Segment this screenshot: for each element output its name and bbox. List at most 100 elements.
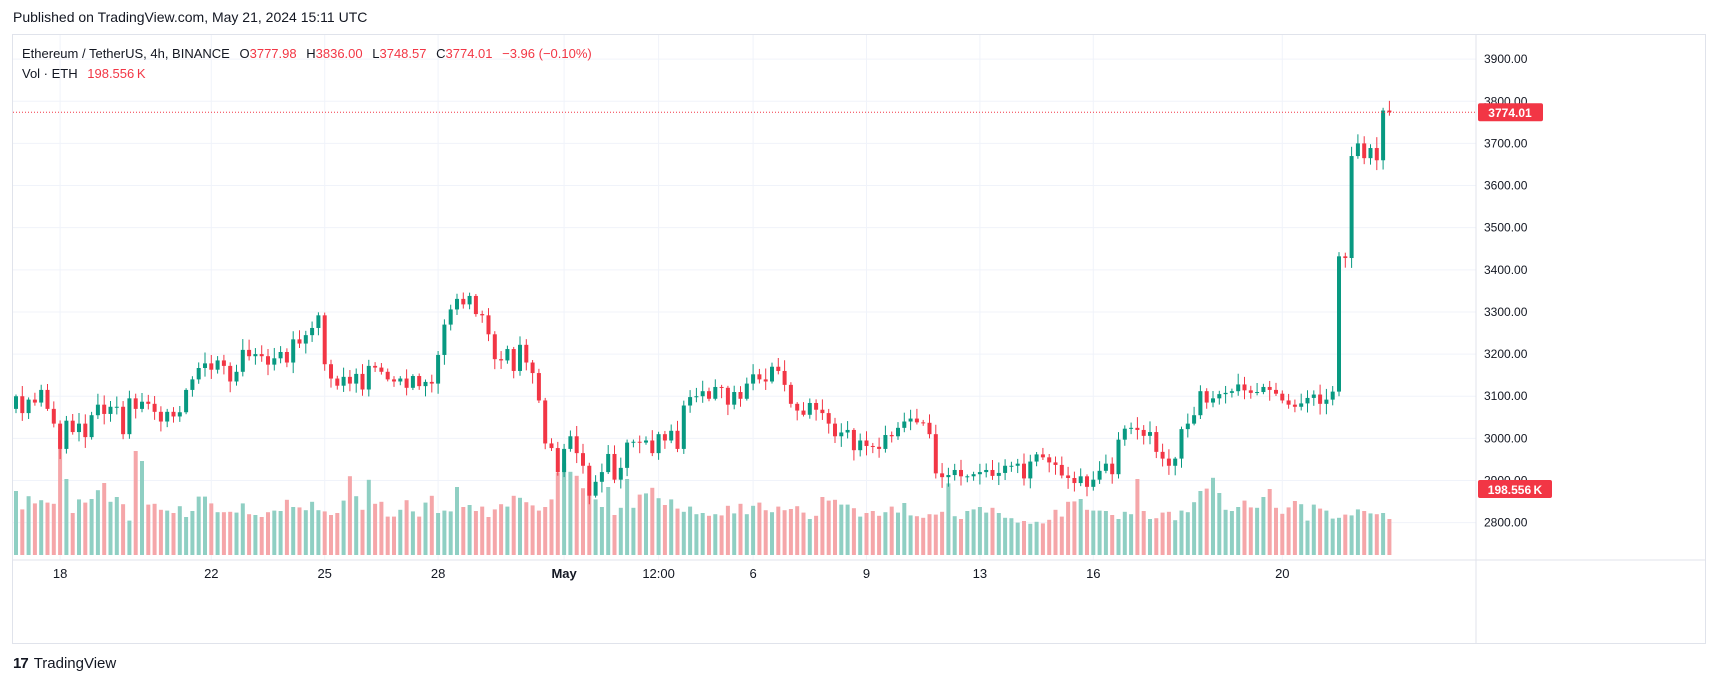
candle-body (864, 440, 869, 446)
volume-bar (990, 507, 995, 555)
candle-body (322, 315, 327, 365)
candle-body (1097, 470, 1102, 480)
volume-bar (694, 514, 699, 555)
volume-bar (410, 511, 415, 555)
volume-bar (70, 513, 75, 555)
candle-body (1166, 458, 1171, 466)
candle-body (14, 396, 18, 409)
volume-bar (1034, 521, 1039, 555)
volume-bar (1116, 519, 1121, 555)
tradingview-brand[interactable]: 17 TradingView (13, 655, 116, 672)
volume-bar (32, 503, 37, 555)
volume-bar (1337, 517, 1341, 555)
candle-body (398, 378, 403, 382)
candle-body (45, 389, 50, 409)
candle-body (341, 376, 346, 386)
candle-body (807, 402, 812, 415)
volume-bar (675, 508, 680, 555)
volume-bar (839, 504, 844, 555)
volume-bar (347, 476, 352, 555)
volume-bar (631, 507, 636, 555)
candle-body (940, 473, 945, 478)
volume-bar (776, 506, 781, 555)
volume-bar (826, 500, 831, 555)
candle-body (1015, 463, 1020, 466)
volume-bar (625, 479, 630, 555)
volume-bar (89, 499, 94, 555)
candle-body (675, 430, 680, 449)
candle-body (1091, 479, 1096, 487)
candle-body (732, 392, 737, 405)
candle-body (1135, 427, 1140, 430)
volume-bar (316, 510, 321, 555)
volume-bar (1015, 522, 1020, 555)
candle-body (215, 360, 220, 370)
volume-bar (184, 517, 189, 555)
candle-body (278, 351, 283, 359)
candle-body (133, 398, 138, 409)
volume-bar (1261, 497, 1266, 555)
candle-body (58, 423, 63, 449)
volume-bar (83, 502, 88, 555)
volume-bar (889, 506, 894, 555)
volume-bar (1160, 512, 1165, 555)
candle-body (329, 364, 333, 379)
volume-bar (1103, 511, 1108, 555)
published-caption: Published on TradingView.com, May 21, 20… (13, 9, 368, 25)
candle-body (127, 398, 132, 435)
volume-bar (1286, 507, 1291, 555)
volume-bar (946, 483, 951, 555)
volume-bar (417, 516, 422, 555)
volume-bar (423, 502, 428, 555)
price-tick-label: 2800.00 (1484, 516, 1528, 530)
last-volume-label: 198.556 K (1488, 483, 1543, 497)
volume-bar (20, 509, 25, 555)
volume-bar (1185, 512, 1190, 555)
candle-body (158, 411, 163, 422)
price-tick-label: 3200.00 (1484, 347, 1528, 361)
candle-body (77, 423, 81, 433)
volume-bar (788, 509, 793, 555)
candle-body (606, 453, 611, 473)
price-tick-label: 3500.00 (1484, 221, 1528, 235)
candle-body (436, 354, 441, 384)
ohlc-legend-row: Ethereum / TetherUS, 4h, BINANCE O3777.9… (22, 44, 592, 64)
candle-body (316, 315, 321, 328)
volume-bar (763, 510, 768, 555)
price-tick-label: 3300.00 (1484, 305, 1528, 319)
candle-body (291, 339, 296, 363)
volume-bar (719, 515, 724, 555)
volume-bar (1198, 491, 1203, 555)
candle-body (1003, 465, 1008, 473)
volume-bar (272, 510, 277, 555)
volume-bar (549, 499, 554, 555)
candle-body (1349, 156, 1354, 259)
candle-body (165, 411, 170, 422)
volume-bar (152, 503, 157, 555)
volume-bar (335, 513, 340, 555)
volume-bar (1355, 509, 1360, 555)
volume-bar (770, 512, 774, 555)
candle-body (347, 376, 352, 384)
candle-body (499, 359, 504, 361)
candle-body (631, 441, 636, 443)
volume-bar (455, 487, 459, 555)
volume-bar (933, 514, 938, 555)
candle-body (914, 418, 919, 423)
candle-body (845, 429, 850, 433)
volume-label[interactable]: Vol · ETH (22, 66, 78, 81)
symbol-label[interactable]: Ethereum / TetherUS, 4h, BINANCE (22, 46, 230, 61)
candle-body (1078, 476, 1083, 484)
volume-bar (801, 512, 806, 555)
volume-bar (1040, 523, 1045, 555)
candle-body (851, 429, 856, 451)
candle-body (896, 427, 900, 437)
candle-body (1154, 432, 1159, 452)
candle-body (965, 476, 970, 478)
volume-bar (448, 511, 453, 555)
candle-body (688, 397, 693, 406)
volume-value: 198.556 K (87, 66, 146, 81)
candle-body (1286, 400, 1291, 405)
volume-bar (429, 495, 434, 555)
